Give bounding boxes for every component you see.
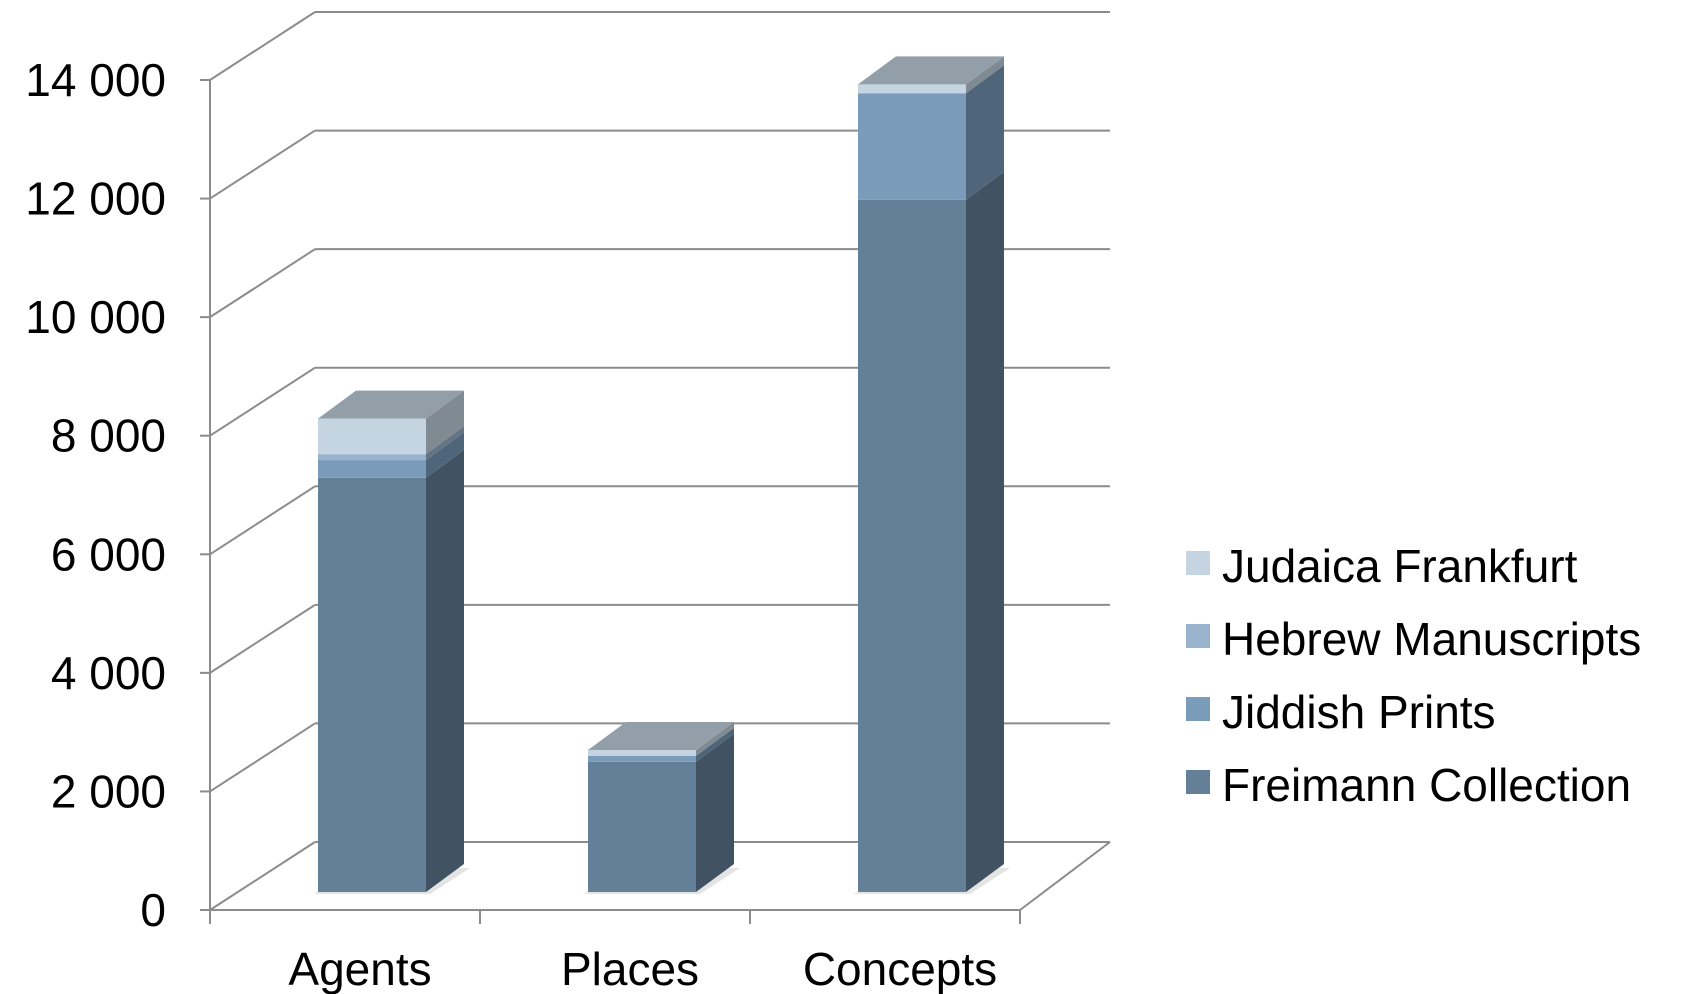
floor-right-edge bbox=[1019, 841, 1111, 911]
bar-segment bbox=[318, 477, 426, 892]
y-tick-label: 12 000 bbox=[25, 173, 166, 225]
legend-label: Freimann Collection bbox=[1222, 759, 1631, 811]
bar-segment bbox=[858, 84, 966, 94]
bar-segment bbox=[588, 761, 696, 892]
bar-segment-side bbox=[696, 727, 734, 762]
legend: Judaica Frankfurt Hebrew Manuscripts Jiddi… bbox=[1186, 540, 1641, 811]
bar-stack bbox=[314, 390, 470, 894]
bar-segment bbox=[858, 199, 966, 892]
bar-segment-side bbox=[696, 721, 734, 756]
legend-swatch bbox=[1186, 770, 1210, 794]
bar-segment-side bbox=[966, 65, 1004, 200]
bar-segment bbox=[858, 93, 966, 200]
x-category-label: Agents bbox=[288, 943, 431, 994]
x-category-label: Concepts bbox=[803, 943, 997, 994]
legend-label: Jiddish Prints bbox=[1222, 686, 1496, 738]
legend-swatch bbox=[1186, 551, 1210, 575]
bar-segment bbox=[318, 454, 426, 461]
y-tick-label: 8 000 bbox=[51, 410, 166, 462]
bar-segment-side bbox=[426, 390, 464, 455]
bar-top bbox=[858, 56, 1004, 85]
legend-label: Hebrew Manuscripts bbox=[1222, 613, 1641, 665]
bar-segment-side bbox=[426, 432, 464, 478]
y-tick-label: 0 bbox=[140, 884, 166, 936]
bar-segment bbox=[318, 418, 426, 455]
bar-top bbox=[588, 721, 734, 750]
legend-label: Judaica Frankfurt bbox=[1222, 540, 1578, 592]
bars bbox=[314, 56, 1010, 894]
bar-segment bbox=[588, 749, 696, 756]
y-axis: 0 2 000 4 000 6 000 8 000 10 000 12 000 14 000 bbox=[25, 54, 211, 936]
x-category-label: Places bbox=[561, 943, 699, 994]
bar-segment-side bbox=[696, 733, 734, 892]
bar-stack bbox=[854, 56, 1010, 894]
bar-segment bbox=[318, 460, 426, 478]
gridline-side bbox=[209, 11, 316, 81]
bar-segment-side bbox=[966, 56, 1004, 94]
legend-swatch bbox=[1186, 624, 1210, 648]
bar-segment-side bbox=[426, 426, 464, 461]
gridline-side bbox=[209, 129, 316, 200]
y-tick-label: 6 000 bbox=[51, 528, 166, 580]
gridline-side bbox=[209, 485, 316, 556]
y-tick-label: 2 000 bbox=[51, 765, 166, 817]
gridline-side bbox=[209, 366, 316, 437]
y-tick-label: 4 000 bbox=[51, 647, 166, 699]
bar-segment-side bbox=[966, 171, 1004, 892]
x-axis: Agents Places Concepts bbox=[209, 910, 1021, 994]
bar-stack bbox=[584, 721, 740, 894]
bar-segment-side bbox=[426, 449, 464, 892]
gridline-side bbox=[209, 604, 316, 674]
bar-top bbox=[318, 390, 464, 419]
gridline-side bbox=[209, 248, 316, 318]
gridline-side bbox=[209, 841, 316, 911]
y-tick-label: 14 000 bbox=[25, 54, 166, 106]
legend-swatch bbox=[1186, 697, 1210, 721]
gridline-side bbox=[209, 722, 316, 793]
y-tick-label: 10 000 bbox=[25, 291, 166, 343]
bar-segment bbox=[588, 755, 696, 762]
